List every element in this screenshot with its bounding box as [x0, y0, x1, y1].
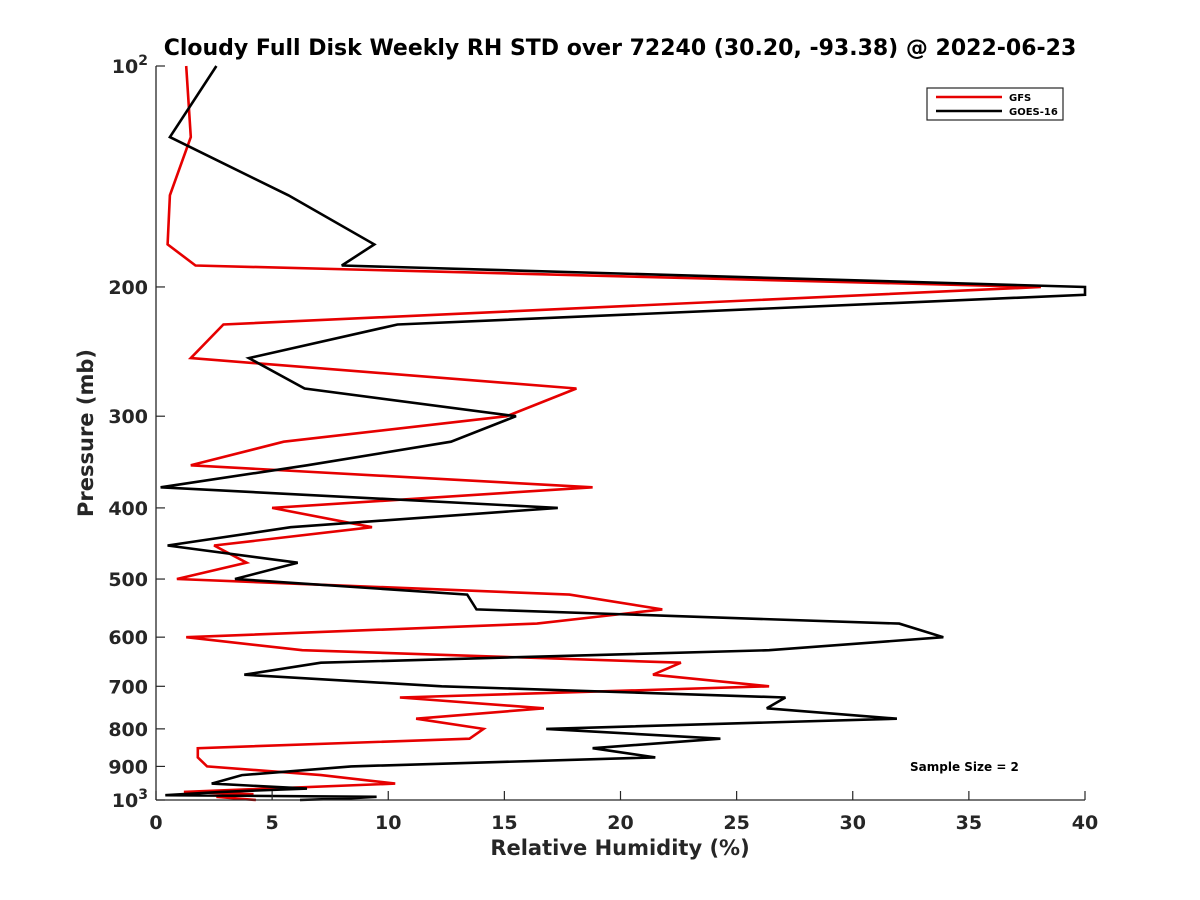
series-line-gfs	[166, 65, 1041, 802]
legend-label-goes16: GOES-16	[1009, 107, 1058, 118]
chart-title: Cloudy Full Disk Weekly RH STD over 7224…	[164, 36, 1077, 61]
x-tick-label: 0	[149, 812, 162, 834]
sample-size-annotation: Sample Size = 2	[910, 760, 1019, 774]
y-tick-label: 700	[108, 676, 148, 698]
series-line-goes16	[160, 65, 1087, 802]
series-layer	[160, 65, 1087, 802]
legend-box	[926, 87, 1064, 121]
y-tick-label: 600	[108, 627, 148, 649]
plot-area: 0 5 10 15 20 25 30 35 40 102 200 300 400 500 600 700 80…	[108, 53, 1098, 834]
y-tick-label: 500	[108, 569, 148, 591]
y-tick-label: 400	[108, 498, 148, 520]
y-ticks: 102 200 300 400 500 600 700 800 900 103	[108, 53, 165, 812]
y-tick-label: 103	[112, 787, 148, 812]
x-tick-label: 40	[1072, 812, 1098, 834]
x-tick-label: 5	[266, 812, 279, 834]
x-ticks: 0 5 10 15 20 25 30 35 40	[149, 791, 1098, 834]
y-tick-label: 300	[108, 406, 148, 428]
y-tick-label: 102	[112, 53, 148, 78]
x-tick-label: 35	[956, 812, 982, 834]
y-tick-label: 900	[108, 756, 148, 778]
x-tick-label: 15	[491, 812, 517, 834]
x-tick-label: 30	[840, 812, 866, 834]
x-tick-label: 25	[723, 812, 749, 834]
legend: GFS GOES-16	[926, 87, 1064, 121]
y-axis-label: Pressure (mb)	[74, 349, 98, 517]
x-axis-label: Relative Humidity (%)	[490, 836, 749, 860]
y-tick-label: 200	[108, 277, 148, 299]
x-tick-label: 20	[607, 812, 633, 834]
x-tick-label: 10	[375, 812, 401, 834]
legend-label-gfs: GFS	[1009, 93, 1031, 104]
y-tick-label: 800	[108, 719, 148, 741]
